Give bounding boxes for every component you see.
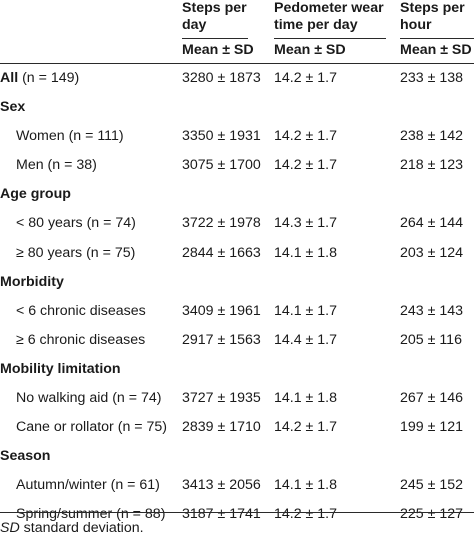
cell-steps-per-day: 3280 ± 1873	[182, 70, 261, 86]
header-rule-col1	[182, 38, 248, 39]
cell-steps-per-hour: 203 ± 124	[400, 244, 464, 261]
cell-wear-time: 14.1 ± 1.8	[274, 390, 338, 407]
cell-steps-per-hour: 233 ± 138	[400, 70, 464, 86]
cell-wear-time: 14.2 ± 1.7	[274, 128, 338, 145]
footnote: SD standard deviation.	[0, 520, 144, 537]
cell-steps-per-day: 3409 ± 1961	[182, 302, 261, 319]
row-label: Spring/summer (n = 88)	[16, 506, 166, 523]
col-steps-per-hour-title: Steps per hour	[400, 0, 465, 34]
section-row: Season	[0, 442, 474, 471]
section-label: Mobility limitation	[0, 360, 121, 377]
header-bottom-rule	[0, 63, 474, 64]
col-title-line: Steps per	[400, 0, 465, 16]
table-row: < 6 chronic diseases 3409 ± 1961 14.1 ± 1.…	[0, 297, 474, 326]
cell-steps-per-hour: 199 ± 121	[400, 419, 464, 436]
table-row: Autumn/winter (n = 61) 3413 ± 2056 14.1 ± …	[0, 471, 474, 500]
section-row: Age group	[0, 180, 474, 209]
row-label: No walking aid (n = 74)	[16, 390, 162, 407]
table-row: No walking aid (n = 74) 3727 ± 1935 14.1 ±…	[0, 384, 474, 413]
cell-steps-per-hour: 243 ± 143	[400, 302, 464, 319]
footnote-abbr: SD	[0, 520, 20, 536]
col1-subheader: Mean ± SD	[182, 42, 254, 58]
section-label: Season	[0, 448, 51, 465]
col3-subheader: Mean ± SD	[400, 42, 472, 58]
table-row: Men (n = 38) 3075 ± 1700 14.2 ± 1.7 218 ± 1…	[0, 151, 474, 180]
col-title-line: hour	[400, 17, 432, 33]
col-title-line: Pedometer wear	[274, 0, 384, 16]
table-row: ≥ 6 chronic diseases 2917 ± 1563 14.4 ± 1.…	[0, 326, 474, 355]
cell-wear-time: 14.2 ± 1.7	[274, 70, 338, 86]
cell-steps-per-day: 3075 ± 1700	[182, 157, 261, 174]
row-label: All (n = 149)	[0, 64, 79, 93]
cell-wear-time: 14.4 ± 1.7	[274, 331, 338, 348]
section-label: Sex	[0, 99, 26, 116]
cell-steps-per-hour: 238 ± 142	[400, 128, 464, 145]
row-label: Women (n = 111)	[16, 128, 124, 145]
footnote-text: standard deviation.	[19, 520, 144, 536]
table-row: Spring/summer (n = 88) 3187 ± 1741 14.2 ± …	[0, 500, 474, 529]
row-label: ≥ 6 chronic diseases	[16, 331, 146, 348]
cell-wear-time: 14.3 ± 1.7	[274, 215, 338, 232]
row-label: Cane or rollator (n = 75)	[16, 419, 168, 436]
col-title-line: day	[182, 17, 207, 33]
cell-steps-per-day: 3413 ± 2056	[182, 477, 261, 494]
row-label-bold: All	[0, 70, 19, 86]
cell-wear-time: 14.2 ± 1.7	[274, 506, 338, 523]
cell-steps-per-hour: 245 ± 152	[400, 477, 464, 494]
cell-wear-time: 14.1 ± 1.7	[274, 302, 338, 319]
cell-steps-per-day: 3350 ± 1931	[182, 128, 261, 145]
row-label: < 6 chronic diseases	[16, 302, 146, 319]
cell-wear-time: 14.2 ± 1.7	[274, 157, 338, 174]
cell-wear-time: 14.2 ± 1.7	[274, 419, 338, 436]
cell-steps-per-day: 2839 ± 1710	[182, 419, 261, 436]
cell-steps-per-day: 2917 ± 1563	[182, 331, 261, 348]
col-title-line: Steps per	[182, 0, 247, 16]
cell-steps-per-day: 3187 ± 1741	[182, 506, 261, 523]
row-label: Men (n = 38)	[16, 157, 97, 174]
cell-steps-per-hour: 225 ± 127	[400, 506, 464, 523]
cell-steps-per-day: 3722 ± 1978	[182, 215, 261, 232]
cell-wear-time: 14.1 ± 1.8	[274, 477, 338, 494]
section-row: Mobility limitation	[0, 355, 474, 384]
section-row: Sex	[0, 93, 474, 122]
table-row: Women (n = 111) 3350 ± 1931 14.2 ± 1.7 238 …	[0, 122, 474, 151]
table-body: All (n = 149) 3280 ± 1873 14.2 ± 1.7 233 ± …	[0, 64, 474, 530]
col-steps-per-day-title: Steps per day	[182, 0, 247, 34]
col-title-line: time per day	[274, 17, 358, 33]
col-wear-time-title: Pedometer wear time per day	[274, 0, 384, 34]
row-label: Autumn/winter (n = 61)	[16, 477, 160, 494]
header-rule-col3	[400, 38, 474, 39]
header-rule-col2	[274, 38, 386, 39]
cell-steps-per-hour: 218 ± 123	[400, 157, 464, 174]
section-label: Morbidity	[0, 273, 64, 290]
cell-steps-per-hour: 267 ± 146	[400, 390, 464, 407]
table-bottom-rule	[0, 512, 474, 513]
section-row: Morbidity	[0, 268, 474, 297]
col2-subheader: Mean ± SD	[274, 42, 346, 58]
table-row: Cane or rollator (n = 75) 2839 ± 1710 14.2…	[0, 413, 474, 442]
cell-steps-per-hour: 205 ± 116	[400, 331, 462, 348]
table-row: All (n = 149) 3280 ± 1873 14.2 ± 1.7 233 ± …	[0, 64, 474, 93]
cell-steps-per-day: 2844 ± 1663	[182, 244, 261, 261]
section-label: Age group	[0, 186, 71, 203]
cell-steps-per-day: 3727 ± 1935	[182, 390, 261, 407]
cell-wear-time: 14.1 ± 1.8	[274, 244, 338, 261]
row-label: ≥ 80 years (n = 75)	[16, 244, 136, 261]
cell-steps-per-hour: 264 ± 144	[400, 215, 464, 232]
row-label-rest: (n = 149)	[18, 70, 80, 86]
table-header: Steps per day Pedometer wear time per da…	[0, 0, 474, 64]
row-label: < 80 years (n = 74)	[16, 215, 136, 232]
table-row: < 80 years (n = 74) 3722 ± 1978 14.3 ± 1.7…	[0, 209, 474, 238]
table-row: ≥ 80 years (n = 75) 2844 ± 1663 14.1 ± 1.8…	[0, 239, 474, 268]
